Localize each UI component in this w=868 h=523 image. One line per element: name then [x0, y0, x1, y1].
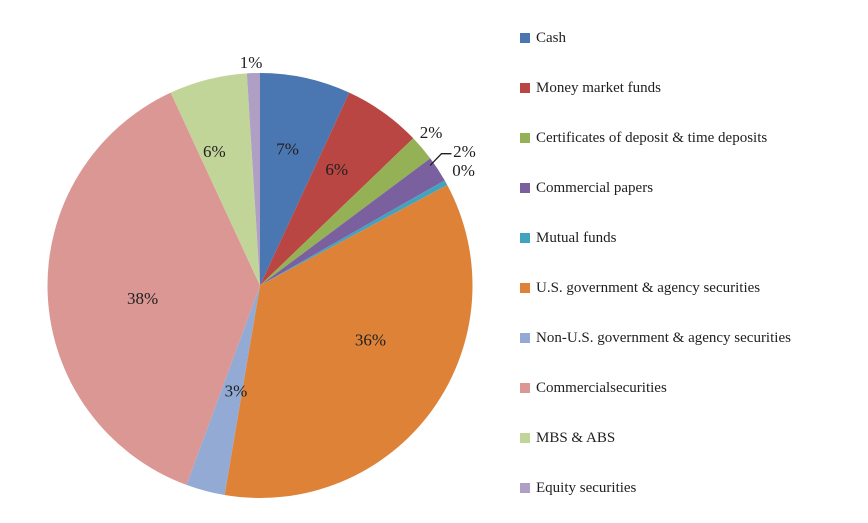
- slice-label-certificates-of-deposit-time-deposits: 2%: [420, 123, 443, 142]
- slice-label-mutual-funds: 0%: [452, 161, 475, 180]
- legend-item-equity-securities: Equity securities: [520, 463, 791, 513]
- pie-slice-mutual-funds: [260, 180, 448, 286]
- legend-label: Commercial papers: [536, 179, 654, 196]
- legend-item-non-u-s-government-agency-securities: Non-U.S. government & agency securities: [520, 313, 791, 363]
- legend-swatch-icon: [520, 133, 530, 143]
- slice-label-u-s-government-agency-securities: 36%: [355, 331, 386, 350]
- legend-label: Certificates of deposit & time deposits: [536, 129, 768, 146]
- pie-slice-money-market-funds: [260, 92, 414, 286]
- legend-label: Commercialsecurities: [536, 379, 667, 396]
- legend-item-mutual-funds: Mutual funds: [520, 213, 791, 263]
- slice-label-mbs-abs: 6%: [203, 142, 226, 161]
- pie-slice-certificates-of-deposit-time-deposits: [260, 138, 431, 286]
- legend-label: Non-U.S. government & agency securities: [536, 329, 791, 346]
- legend-swatch-icon: [520, 483, 530, 493]
- label-leader-line: [429, 153, 452, 166]
- pie-slice-cash: [260, 73, 350, 286]
- chart-legend: Cash Money market funds Certificates of de…: [520, 13, 791, 513]
- pie-slice-non-u-s-government-agency-securities: [186, 285, 260, 496]
- legend-item-commercial-papers: Commercial papers: [520, 163, 791, 213]
- legend-label: Mutual funds: [536, 229, 617, 246]
- legend-swatch-icon: [520, 383, 530, 393]
- legend-label: U.S. government & agency securities: [536, 279, 761, 296]
- legend-item-u-s-government-agency-securities: U.S. government & agency securities: [520, 263, 791, 313]
- slice-label-commercial-papers: 2%: [453, 142, 476, 161]
- legend-swatch-icon: [520, 333, 530, 343]
- pie-slice-u-s-government-agency-securities: [224, 185, 473, 498]
- legend-swatch-icon: [520, 33, 530, 43]
- legend-label: Cash: [536, 29, 566, 46]
- legend-item-certificates-of-deposit-time-deposits: Certificates of deposit & time deposits: [520, 113, 791, 163]
- slice-label-commercialsecurities: 38%: [127, 289, 158, 308]
- legend-swatch-icon: [520, 83, 530, 93]
- slice-label-non-u-s-government-agency-securities: 3%: [225, 382, 248, 401]
- slice-label-equity-securities: 1%: [240, 53, 263, 72]
- pie-slice-mbs-abs: [170, 73, 260, 286]
- legend-label: MBS & ABS: [536, 429, 616, 446]
- slice-label-money-market-funds: 6%: [325, 160, 348, 179]
- legend-item-money-market-funds: Money market funds: [520, 63, 791, 113]
- legend-swatch-icon: [520, 183, 530, 193]
- pie-slice-commercialsecurities: [47, 92, 260, 485]
- legend-label: Money market funds: [536, 79, 661, 96]
- legend-item-mbs-abs: MBS & ABS: [520, 413, 791, 463]
- slice-label-cash: 7%: [276, 140, 299, 159]
- pie-slice-commercial-papers: [260, 158, 445, 286]
- legend-swatch-icon: [520, 233, 530, 243]
- pie-slice-equity-securities: [246, 73, 260, 286]
- legend-swatch-icon: [520, 433, 530, 443]
- legend-item-cash: Cash: [520, 13, 791, 63]
- legend-label: Equity securities: [536, 479, 637, 496]
- legend-item-commercialsecurities: Commercialsecurities: [520, 363, 791, 413]
- legend-swatch-icon: [520, 283, 530, 293]
